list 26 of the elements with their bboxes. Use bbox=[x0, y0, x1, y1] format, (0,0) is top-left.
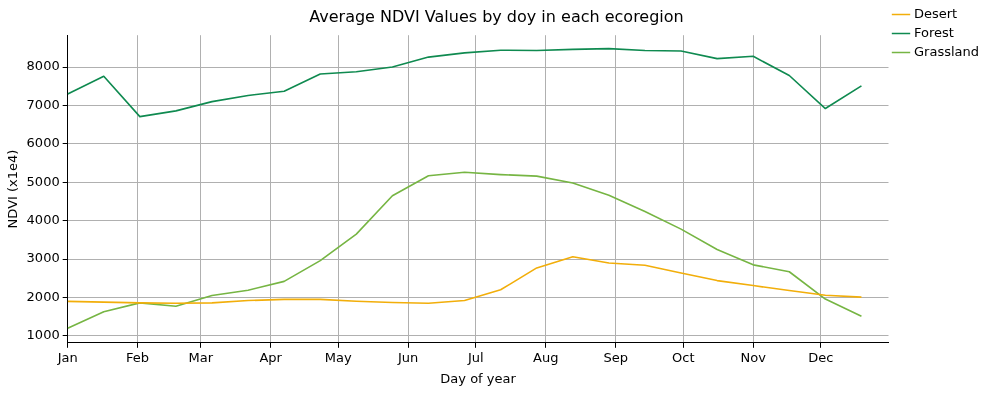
legend-label: Desert bbox=[914, 5, 958, 21]
y-tick-label: 4000 bbox=[26, 212, 60, 228]
x-tick-label: Nov bbox=[740, 349, 767, 365]
x-tick-label: May bbox=[324, 349, 353, 365]
x-tick-label: Aug bbox=[533, 349, 559, 365]
y-axis-title: NDVI (x1e4) bbox=[5, 149, 21, 229]
x-tick-label: Jul bbox=[466, 349, 484, 365]
legend-label: Grassland bbox=[914, 43, 979, 59]
x-tick-label: Feb bbox=[126, 349, 150, 365]
y-tick-label: 2000 bbox=[26, 288, 60, 304]
x-tick-label: Apr bbox=[259, 349, 283, 365]
x-tick-label: Mar bbox=[188, 349, 214, 365]
x-tick-label: Dec bbox=[808, 349, 834, 365]
y-tick-label: 1000 bbox=[26, 327, 60, 343]
x-tick-label: Oct bbox=[672, 349, 695, 365]
legend-label: Forest bbox=[914, 24, 954, 40]
x-axis-title: Day of year bbox=[440, 370, 517, 386]
x-tick-label: Jun bbox=[397, 349, 419, 365]
chart-title: Average NDVI Values by doy in each ecoregion bbox=[309, 6, 684, 26]
y-tick-label: 3000 bbox=[26, 250, 60, 266]
y-tick-label: 7000 bbox=[26, 96, 60, 112]
x-tick-label: Jan bbox=[56, 349, 78, 365]
y-tick-label: 6000 bbox=[26, 135, 60, 151]
y-tick-label: 5000 bbox=[26, 173, 60, 189]
y-tick-label: 8000 bbox=[26, 58, 60, 74]
x-tick-label: Sep bbox=[603, 349, 628, 365]
